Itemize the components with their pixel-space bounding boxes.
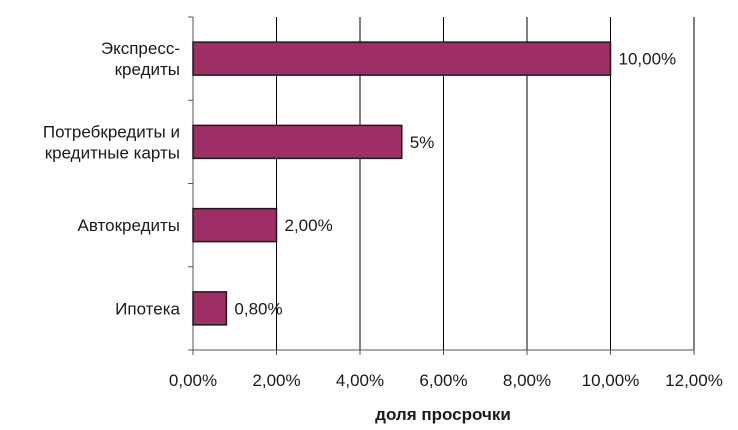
category-label: кредитные карты <box>45 143 180 162</box>
data-label: 5% <box>410 133 435 152</box>
bar <box>192 41 612 76</box>
x-tick-label: 4,00% <box>336 371 384 390</box>
bar <box>192 291 228 326</box>
bar <box>192 207 278 243</box>
category-label: Потребкредиты и <box>43 122 180 141</box>
category-label: Ипотека <box>115 299 180 318</box>
x-tick-label: 8,00% <box>503 371 551 390</box>
x-tick-label: 0,00% <box>169 371 217 390</box>
x-tick-label: 12,00% <box>665 371 723 390</box>
data-label: 2,00% <box>285 216 333 235</box>
x-tick-label: 6,00% <box>419 371 467 390</box>
category-label: Автокредиты <box>78 216 180 235</box>
x-axis-title: доля просрочки <box>375 405 511 424</box>
x-tick-label: 10,00% <box>582 371 640 390</box>
bars <box>192 41 612 326</box>
data-label: 0,80% <box>234 299 282 318</box>
labels: 0,00% 2,00% 4,00% 6,00% 8,00% 10,00% 12,00% 10,… <box>43 39 723 390</box>
bar <box>192 124 403 160</box>
x-tick-label: 2,00% <box>252 371 300 390</box>
category-label: кредиты <box>115 60 180 79</box>
data-label: 10,00% <box>619 50 677 69</box>
category-label: Экспресс- <box>101 39 180 58</box>
